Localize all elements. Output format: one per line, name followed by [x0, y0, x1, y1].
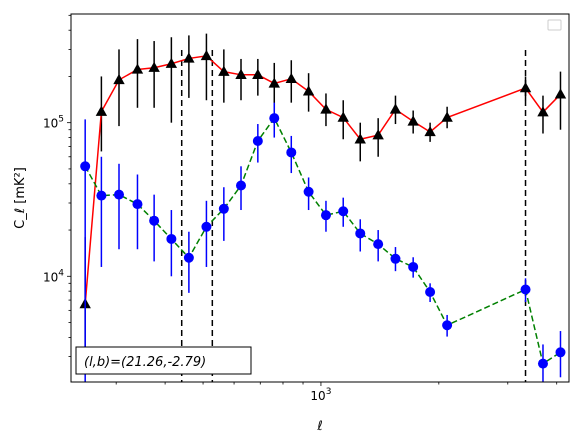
point-1-19 [408, 261, 419, 272]
point-1-8 [218, 203, 229, 214]
point-0-3 [131, 63, 144, 74]
point-1-11 [269, 113, 280, 124]
point-1-20 [425, 287, 436, 298]
point-0-20 [424, 125, 436, 137]
point-0-21 [441, 111, 453, 122]
point-1-16 [355, 228, 366, 239]
annotation-text: (l,b)=(21.26,-2.79) [84, 355, 206, 370]
point-0-9 [235, 68, 247, 79]
point-0-15 [337, 111, 349, 122]
point-0-18 [389, 103, 402, 114]
point-0-2 [113, 73, 125, 85]
series-1 [80, 102, 566, 382]
point-1-6 [183, 252, 194, 263]
x-axis-label: ℓ [316, 419, 322, 434]
point-1-13 [303, 186, 314, 197]
point-1-2 [113, 189, 124, 200]
point-1-5 [166, 233, 177, 244]
point-0-7 [200, 49, 213, 61]
point-0-6 [183, 52, 195, 63]
point-0-11 [268, 77, 280, 88]
point-1-1 [96, 190, 107, 201]
point-0-4 [148, 61, 160, 72]
point-1-21 [442, 320, 453, 331]
point-0-17 [372, 129, 384, 140]
y-tick-label-0: 104 [43, 268, 64, 284]
point-0-12 [285, 72, 297, 84]
point-1-15 [338, 206, 349, 217]
point-0-14 [320, 103, 332, 114]
point-0-22 [519, 82, 532, 93]
point-1-24 [555, 347, 566, 358]
point-1-22 [520, 284, 531, 295]
plot-frame [70, 13, 570, 383]
point-0-1 [95, 105, 108, 116]
point-1-18 [390, 253, 401, 264]
legend-box [547, 19, 562, 31]
point-1-14 [320, 210, 331, 221]
y-axis-label: C_ℓ [mK²] [13, 167, 28, 229]
point-0-16 [354, 133, 366, 144]
point-0-24 [554, 88, 567, 99]
point-1-23 [537, 358, 548, 369]
point-1-4 [149, 215, 160, 226]
x-tick-label-0: 103 [310, 387, 331, 403]
point-1-0 [80, 161, 91, 172]
point-1-10 [252, 135, 263, 146]
annotation-box: (l,b)=(21.26,-2.79) [75, 346, 252, 375]
point-0-23 [537, 106, 549, 117]
point-1-17 [373, 239, 384, 250]
point-1-7 [201, 221, 212, 232]
point-0-8 [218, 65, 230, 76]
point-0-10 [252, 68, 264, 79]
point-0-13 [302, 85, 315, 96]
point-1-9 [236, 180, 247, 191]
point-0-5 [165, 57, 178, 68]
y-tick-label-1: 105 [43, 115, 64, 131]
point-1-12 [286, 147, 297, 158]
point-1-3 [132, 199, 143, 210]
point-0-19 [407, 115, 419, 126]
series-0 [79, 33, 567, 375]
